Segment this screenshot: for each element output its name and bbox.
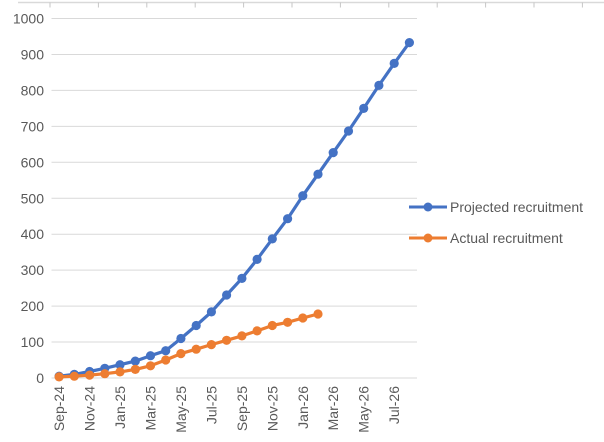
actual-recruitment-marker	[161, 355, 171, 365]
y-axis-label: 100	[21, 334, 45, 350]
y-axis-label: 500	[21, 190, 45, 206]
projected-recruitment-marker	[237, 273, 247, 283]
projected-recruitment-marker	[206, 307, 216, 317]
projected-recruitment-marker	[404, 38, 414, 48]
x-axis-label: Nov-25	[264, 386, 280, 431]
projected-recruitment-marker	[145, 351, 156, 361]
legend-key-actual-icon	[409, 233, 447, 243]
projected-recruitment-marker	[130, 356, 140, 366]
legend-label-actual: Actual recruitment	[450, 230, 563, 246]
projected-recruitment-marker	[222, 290, 232, 300]
actual-recruitment-marker	[69, 371, 79, 381]
actual-recruitment-marker	[222, 335, 232, 345]
projected-recruitment-marker	[313, 169, 323, 179]
x-axis-label: Jan-26	[295, 386, 311, 429]
legend-key-projected-icon	[409, 202, 447, 212]
projected-recruitment-marker	[283, 214, 293, 224]
y-axis-label: 0	[36, 370, 44, 386]
x-axis-label: May-26	[356, 386, 372, 433]
y-axis-label: 300	[21, 262, 45, 278]
actual-recruitment-marker	[298, 313, 308, 323]
projected-recruitment-marker	[374, 80, 384, 90]
x-axis-label: Sep-24	[51, 386, 67, 431]
y-axis-label: 900	[21, 46, 45, 62]
projected-recruitment-marker	[359, 103, 369, 113]
projected-recruitment-marker	[115, 360, 125, 370]
y-axis-label: 600	[21, 154, 45, 170]
actual-recruitment-marker	[54, 372, 64, 382]
legend-item-projected: Projected recruitment	[409, 197, 583, 217]
actual-recruitment-marker	[85, 370, 95, 380]
x-axis-label: Jul-26	[386, 386, 402, 424]
y-axis-label: 800	[21, 82, 45, 98]
x-axis-label: Jul-25	[203, 386, 219, 424]
actual-recruitment-marker	[176, 349, 186, 359]
y-axis-label: 1000	[13, 11, 44, 27]
projected-recruitment-marker	[176, 333, 186, 344]
actual-recruitment-marker	[100, 369, 110, 379]
legend-label-projected: Projected recruitment	[450, 199, 584, 215]
projected-recruitment-marker	[191, 320, 201, 331]
actual-recruitment-marker	[237, 331, 247, 341]
y-axis-label: 200	[21, 298, 45, 314]
actual-recruitment-marker	[145, 361, 156, 371]
actual-recruitment-marker	[267, 320, 277, 331]
projected-recruitment-marker	[252, 254, 262, 264]
x-axis-label: May-25	[173, 386, 189, 433]
y-axis-label: 400	[21, 226, 45, 242]
legend-item-actual: Actual recruitment	[409, 228, 583, 248]
actual-recruitment-line	[57, 312, 320, 379]
projected-recruitment-marker	[343, 126, 354, 136]
actual-recruitment-marker	[115, 367, 125, 377]
actual-recruitment-marker	[206, 340, 216, 350]
projected-recruitment-line	[57, 40, 411, 378]
actual-recruitment-marker	[283, 317, 293, 327]
projected-recruitment-marker	[267, 234, 277, 244]
actual-recruitment-marker	[130, 364, 140, 374]
x-axis-label: Nov-24	[82, 386, 98, 431]
x-axis-label: Sep-25	[234, 386, 250, 431]
actual-recruitment-marker	[313, 309, 323, 319]
actual-recruitment-marker	[191, 344, 201, 354]
chart-legend: Projected recruitment Actual recruitment	[409, 197, 583, 259]
actual-recruitment-marker	[252, 326, 262, 336]
x-axis-label: Jan-25	[112, 386, 128, 429]
projected-recruitment-marker	[328, 148, 338, 158]
x-axis-label: Mar-26	[325, 386, 341, 431]
y-axis-label: 700	[21, 118, 45, 134]
projected-recruitment-marker	[161, 346, 171, 356]
x-axis-label: Mar-25	[142, 386, 158, 431]
projected-recruitment-marker	[298, 191, 308, 201]
projected-recruitment-marker	[389, 58, 399, 68]
